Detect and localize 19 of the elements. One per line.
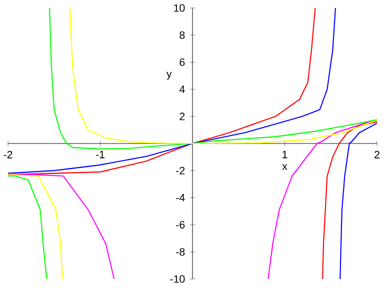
- y-tick-label: -2: [176, 166, 185, 174]
- y-tick-label: 6: [180, 58, 185, 66]
- y-tick-label: 8: [180, 31, 185, 39]
- y-tick-label: -10: [170, 275, 185, 283]
- y-tick-label: 4: [179, 86, 185, 93]
- y-tick-label: 10: [174, 4, 185, 12]
- x-tick-label: 2: [374, 150, 380, 158]
- x-axis-title: x: [282, 164, 288, 170]
- line-series: [8, 174, 63, 279]
- line-series: [8, 174, 115, 279]
- y-tick-label: -8: [176, 248, 185, 256]
- y-tick-label: -4: [176, 194, 185, 202]
- y-tick-label: 2: [180, 112, 185, 120]
- x-tick-label: -1: [96, 150, 104, 158]
- line-series: [8, 175, 48, 279]
- y-tick-label: -6: [176, 221, 185, 229]
- x-tick-label: 1: [282, 150, 288, 158]
- y-axis-title: y: [166, 72, 172, 80]
- x-tick-label: -2: [4, 150, 12, 158]
